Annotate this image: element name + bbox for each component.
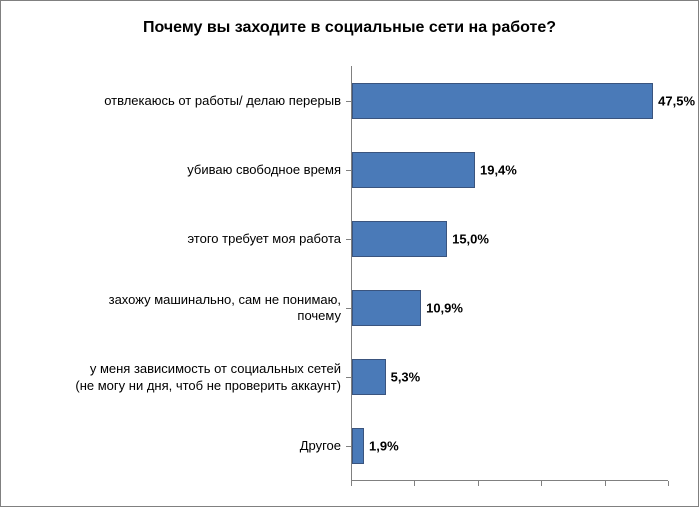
y-axis — [351, 66, 352, 481]
bar-value: 5,3% — [391, 370, 421, 385]
bar-value: 1,9% — [369, 439, 399, 454]
x-tick — [351, 481, 352, 486]
bar-value: 10,9% — [426, 301, 463, 316]
x-tick — [605, 481, 606, 486]
category-label: отвлекаюсь от работы/ делаю перерыв — [1, 92, 351, 108]
category-label: Другое — [1, 438, 351, 454]
category-label: этого требует моя работа — [1, 231, 351, 247]
x-tick — [668, 481, 669, 486]
category-label: у меня зависимость от социальных сетей (… — [1, 361, 351, 394]
bar: 10,9% — [352, 290, 421, 326]
x-tick — [541, 481, 542, 486]
bar: 5,3% — [352, 359, 386, 395]
category-label: убиваю свободное время — [1, 162, 351, 178]
plot-area: 47,5%отвлекаюсь от работы/ делаю перерыв… — [351, 66, 668, 481]
bar-value: 15,0% — [452, 231, 489, 246]
x-tick — [478, 481, 479, 486]
bar: 47,5% — [352, 83, 653, 119]
bar: 19,4% — [352, 152, 475, 188]
x-axis — [351, 480, 668, 481]
chart-title: Почему вы заходите в социальные сети на … — [1, 1, 698, 47]
chart-container: Почему вы заходите в социальные сети на … — [0, 0, 699, 507]
bar: 1,9% — [352, 428, 364, 464]
bar-value: 47,5% — [658, 93, 695, 108]
bar: 15,0% — [352, 221, 447, 257]
category-label: захожу машинально, сам не понимаю, почем… — [1, 292, 351, 325]
x-tick — [414, 481, 415, 486]
bar-value: 19,4% — [480, 162, 517, 177]
